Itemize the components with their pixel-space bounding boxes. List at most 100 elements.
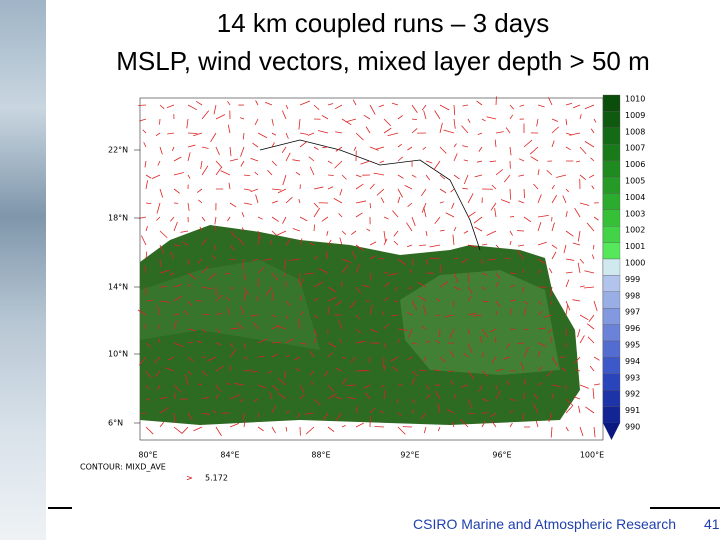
wind-arrow [184, 374, 189, 386]
wind-arrow [341, 356, 347, 360]
wind-arrow [271, 341, 282, 344]
colorbar-label: 1010 [625, 95, 645, 104]
wind-arrow [565, 279, 570, 288]
contour-note: CONTOUR: MIXD_AVE [80, 463, 166, 472]
wind-arrow [463, 352, 469, 358]
wind-arrow [229, 202, 237, 208]
wind-arrow [321, 115, 329, 120]
wind-arrow [411, 300, 418, 310]
coastline [259, 139, 481, 251]
colorbar-swatch [602, 390, 621, 407]
wind-arrow [577, 328, 581, 338]
colorbar-label: 1004 [625, 193, 645, 202]
wind-arrow [423, 110, 427, 120]
wind-arrow [495, 390, 501, 400]
wind-arrow [285, 300, 291, 307]
wind-arrow [168, 356, 175, 361]
wind-arrow [201, 313, 210, 316]
wind-arrow [307, 132, 315, 136]
wind-arrow [523, 378, 526, 386]
wind-arrow [369, 328, 378, 333]
wind-arrow [159, 230, 168, 239]
wind-arrow [327, 186, 334, 190]
wind-arrow [495, 281, 499, 288]
wind-arrow [397, 258, 407, 266]
wind-arrow [173, 392, 177, 400]
wind-arrow [506, 342, 511, 349]
wind-arrow [546, 170, 553, 176]
wind-arrow [201, 110, 210, 120]
wind-arrow [197, 340, 203, 344]
rule [650, 507, 720, 509]
wind-arrow [271, 405, 277, 414]
colorbar-label: 999 [625, 275, 640, 284]
wind-arrow [397, 156, 404, 162]
wind-arrow [327, 342, 337, 348]
wind-arrow [579, 426, 584, 437]
wind-arrow [187, 412, 193, 421]
vector-note: 5.172 [205, 474, 228, 483]
wind-arrow [437, 403, 441, 414]
wind-arrow [187, 174, 191, 179]
wind-arrow [523, 346, 529, 358]
wind-arrow [313, 337, 317, 344]
wind-arrow [282, 216, 287, 224]
wind-arrow [491, 184, 497, 190]
wind-arrow [380, 384, 385, 389]
wind-arrow [158, 324, 161, 330]
wind-arrow [313, 186, 324, 190]
wind-arrow [299, 238, 303, 246]
wind-arrow [313, 328, 318, 338]
wind-arrow [434, 390, 441, 400]
wind-arrow [313, 398, 321, 406]
colorbar-label: 1002 [625, 226, 645, 235]
wind-arrow [257, 412, 260, 418]
wind-arrow [467, 412, 475, 415]
wind-arrow [397, 196, 401, 204]
wind-arrow [593, 426, 596, 438]
wind-arrow [593, 118, 597, 123]
wind-arrow [181, 426, 189, 434]
wind-vectors [137, 96, 601, 438]
wind-arrow [453, 104, 456, 116]
wind-arrow [509, 284, 515, 288]
wind-arrow [421, 325, 427, 330]
wind-arrow [565, 211, 568, 218]
wind-arrow [565, 405, 574, 414]
wind-arrow [537, 300, 543, 305]
wind-arrow [355, 200, 367, 204]
wind-arrow [533, 393, 539, 400]
wind-arrow [509, 188, 512, 200]
wind-arrow [215, 365, 224, 372]
wind-arrow [229, 342, 234, 348]
wind-arrow [159, 188, 164, 198]
wind-arrow [593, 216, 599, 221]
wind-arrow [298, 318, 301, 330]
wind-arrow [226, 382, 231, 386]
mixed-layer-region [400, 270, 560, 375]
wind-arrow [355, 405, 359, 414]
wind-arrow [417, 281, 427, 288]
colorbar-swatch [602, 258, 621, 276]
wind-arrow [170, 216, 175, 222]
wind-arrow [187, 370, 192, 376]
wind-arrow [199, 226, 203, 232]
wind-arrow [439, 146, 447, 154]
wind-arrow [503, 356, 511, 360]
wind-arrow [346, 118, 357, 123]
wind-arrow [327, 286, 336, 293]
wind-arrow [229, 394, 241, 400]
colorbar-label: 990 [625, 423, 640, 432]
wind-arrow [574, 356, 581, 364]
wind-arrow [327, 352, 333, 358]
wind-arrow [369, 241, 377, 246]
wind-arrow [299, 342, 308, 345]
wind-arrow [369, 272, 372, 281]
wind-arrow [585, 406, 595, 414]
wind-arrow [577, 230, 581, 242]
wind-arrow [522, 286, 525, 293]
wind-arrow [250, 157, 259, 162]
wind-arrow [308, 156, 315, 162]
wind-arrow [144, 160, 147, 168]
wind-arrow [349, 300, 357, 309]
